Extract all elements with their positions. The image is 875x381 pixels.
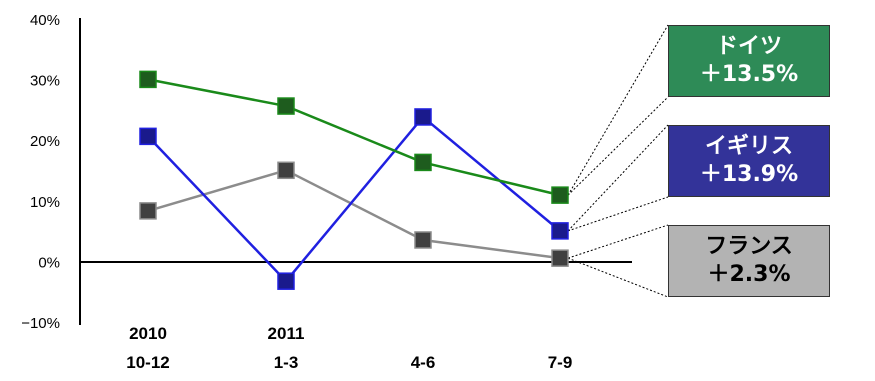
callout-box: イギリス ＋13.9%	[668, 125, 830, 197]
y-tick-label: 30%	[30, 73, 60, 90]
callout-value-label: ＋13.5%	[699, 62, 799, 87]
y-tick-label: 20%	[30, 133, 60, 150]
data-point-marker	[277, 161, 295, 180]
data-point-marker	[277, 272, 295, 290]
leader-line	[567, 124, 669, 232]
data-point-marker	[139, 202, 157, 220]
callout-country-label: ドイツ	[715, 34, 782, 59]
x-tick-label: 7-9	[548, 353, 573, 372]
x-tick-label: 2010	[129, 324, 167, 343]
data-point-marker	[414, 153, 432, 172]
series-line	[147, 168, 561, 260]
x-tick-label: 10-12	[126, 353, 169, 372]
x-tick-label: 2011	[268, 324, 305, 343]
callout-country-label: イギリス	[704, 134, 793, 159]
data-point-marker	[414, 231, 432, 249]
callout-box: フランス ＋2.3%	[668, 225, 830, 297]
leader-line	[567, 24, 669, 196]
callout-value-label: ＋2.3%	[707, 262, 791, 287]
leader-line	[567, 96, 669, 196]
data-point-marker	[139, 127, 157, 146]
y-tick-label: 10%	[30, 194, 60, 211]
y-tick-label: 0%	[38, 254, 60, 271]
data-point-marker	[551, 186, 569, 204]
series-line	[147, 78, 561, 197]
y-tick-label: 40%	[30, 12, 60, 29]
data-point-marker	[551, 249, 569, 267]
data-point-marker	[139, 70, 157, 89]
data-point-marker	[551, 222, 569, 240]
data-point-marker	[414, 108, 432, 126]
leader-line	[567, 196, 669, 232]
data-point-marker	[277, 97, 295, 115]
x-tick-label: 4-6	[411, 353, 436, 372]
callout-value-label: ＋13.9%	[699, 162, 799, 187]
series-line	[147, 115, 561, 284]
y-tick-label: −10%	[21, 315, 60, 332]
leader-line	[567, 224, 669, 259]
x-tick-label: 1-3	[274, 353, 299, 372]
callout-country-label: フランス	[705, 234, 793, 259]
callout-box: ドイツ ＋13.5%	[668, 25, 830, 97]
leader-line	[567, 257, 669, 298]
